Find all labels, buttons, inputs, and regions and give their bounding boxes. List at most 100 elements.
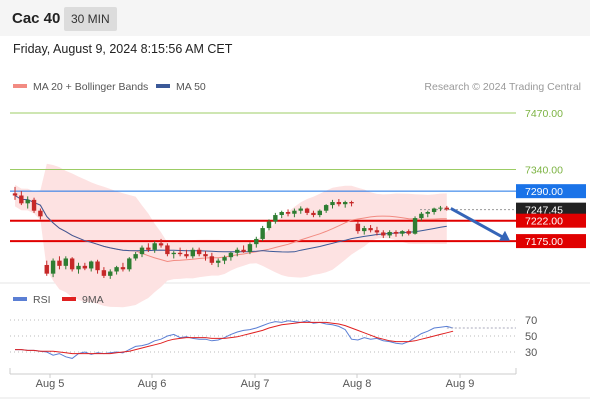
forecast-arrow-shaft: [450, 207, 505, 240]
candle-body: [368, 228, 373, 231]
level-label-7175.00: 7175.00: [525, 236, 563, 248]
candle-body: [336, 202, 342, 205]
candle-body: [216, 260, 221, 263]
candle-body: [89, 261, 94, 269]
forecast-arrow: [450, 207, 510, 241]
instrument-title: Cac 40: [12, 10, 61, 27]
level-label-box: [516, 213, 586, 228]
level-label-box: [516, 234, 586, 249]
rsi-tick-50: 50: [525, 331, 537, 343]
legend-ma50-swatch: [156, 84, 170, 88]
candle-body: [438, 207, 443, 209]
candle-body: [63, 258, 68, 266]
candle-body: [108, 271, 113, 276]
x-axis: Aug 5 Aug 6 Aug 7 Aug 8 Aug 9: [9, 368, 517, 390]
candle-body: [158, 243, 164, 246]
candle-body: [177, 252, 183, 255]
candle-body: [101, 270, 107, 276]
candle-body: [127, 258, 132, 270]
candle-body: [298, 208, 303, 211]
candle-body: [279, 212, 284, 216]
candle-body: [19, 195, 24, 204]
candle-body: [387, 231, 392, 236]
candle-body: [171, 252, 176, 255]
candle-body: [304, 208, 310, 213]
forecast-arrow-head: [499, 230, 510, 241]
rsi-line: [15, 320, 454, 359]
level-label-7470.00: 7470.00: [525, 108, 563, 120]
candle-body: [330, 202, 335, 206]
candle-body: [381, 232, 386, 236]
candle-body: [133, 254, 138, 259]
candles: [12, 186, 449, 279]
ma50-line: [14, 195, 447, 253]
candle-body: [31, 199, 37, 211]
candle-body: [419, 213, 424, 219]
candle-body: [260, 228, 265, 239]
legend-ma20-label: MA 20 + Bollinger Bands: [33, 81, 148, 93]
candle-body: [228, 252, 234, 258]
candle-body: [400, 231, 405, 234]
level-label-7290.00: 7290.00: [525, 186, 563, 198]
legend-ma9-label: 9MA: [82, 294, 104, 306]
candle-body: [44, 264, 49, 274]
level-label-box: [516, 184, 586, 199]
level-label-7340.00: 7340.00: [525, 164, 563, 176]
rsi-legend: RSI 9MA: [13, 294, 104, 306]
rsi-pane: 70 50 30: [10, 315, 537, 359]
candle-body: [323, 205, 329, 211]
candle-body: [311, 212, 316, 216]
candle-body: [139, 247, 145, 255]
candle-body: [165, 245, 170, 255]
legend-ma9-swatch: [62, 297, 76, 301]
candle-body: [203, 254, 208, 257]
candle-body: [114, 267, 119, 272]
candle-body: [273, 215, 278, 222]
legend-ma20-swatch: [13, 84, 27, 88]
candle-body: [393, 231, 399, 234]
candle-body: [374, 230, 380, 233]
rsi-tick-70: 70: [525, 315, 537, 327]
x-tick-label: Aug 8: [343, 378, 372, 390]
candle-body: [412, 218, 418, 234]
candle-body: [196, 249, 202, 255]
candle-body: [292, 210, 297, 214]
level-label-7222.00: 7222.00: [525, 216, 563, 228]
candle-body: [146, 247, 151, 250]
level-label-box: [516, 202, 586, 217]
x-tick-label: Aug 9: [446, 378, 475, 390]
candle-body: [425, 212, 430, 214]
credit-text: Research © 2024 Trading Central: [424, 81, 581, 93]
candle-body: [222, 257, 227, 261]
legend-rsi-label: RSI: [33, 294, 51, 306]
candle-body: [50, 260, 56, 274]
x-tick-label: Aug 6: [138, 378, 167, 390]
candle-body: [38, 210, 43, 217]
candle-body: [190, 249, 195, 257]
main-legend: MA 20 + Bollinger Bands MA 50: [13, 81, 206, 93]
candle-body: [343, 202, 348, 205]
candle-body: [12, 193, 18, 196]
candle-body: [247, 244, 253, 252]
candle-body: [406, 231, 411, 234]
candle-body: [76, 265, 81, 270]
candle-body: [82, 265, 88, 269]
header-bar: Cac 40 30 MIN: [0, 0, 590, 36]
legend-rsi-swatch: [13, 297, 27, 301]
candle-body: [69, 258, 75, 270]
candle-body: [25, 199, 30, 204]
level-label-7247.45: 7247.45: [525, 205, 563, 217]
rsi-tick-30: 30: [525, 347, 537, 359]
candle-body: [120, 267, 126, 270]
candle-body: [241, 249, 246, 252]
candle-body: [285, 212, 291, 214]
timeframe-button[interactable]: 30 MIN: [64, 7, 117, 31]
legend-ma50-label: MA 50: [176, 81, 206, 93]
candle-body: [152, 243, 157, 250]
candle-body: [349, 202, 354, 204]
x-tick-label: Aug 7: [241, 378, 270, 390]
candle-body: [266, 221, 272, 229]
candle-body: [317, 210, 322, 216]
